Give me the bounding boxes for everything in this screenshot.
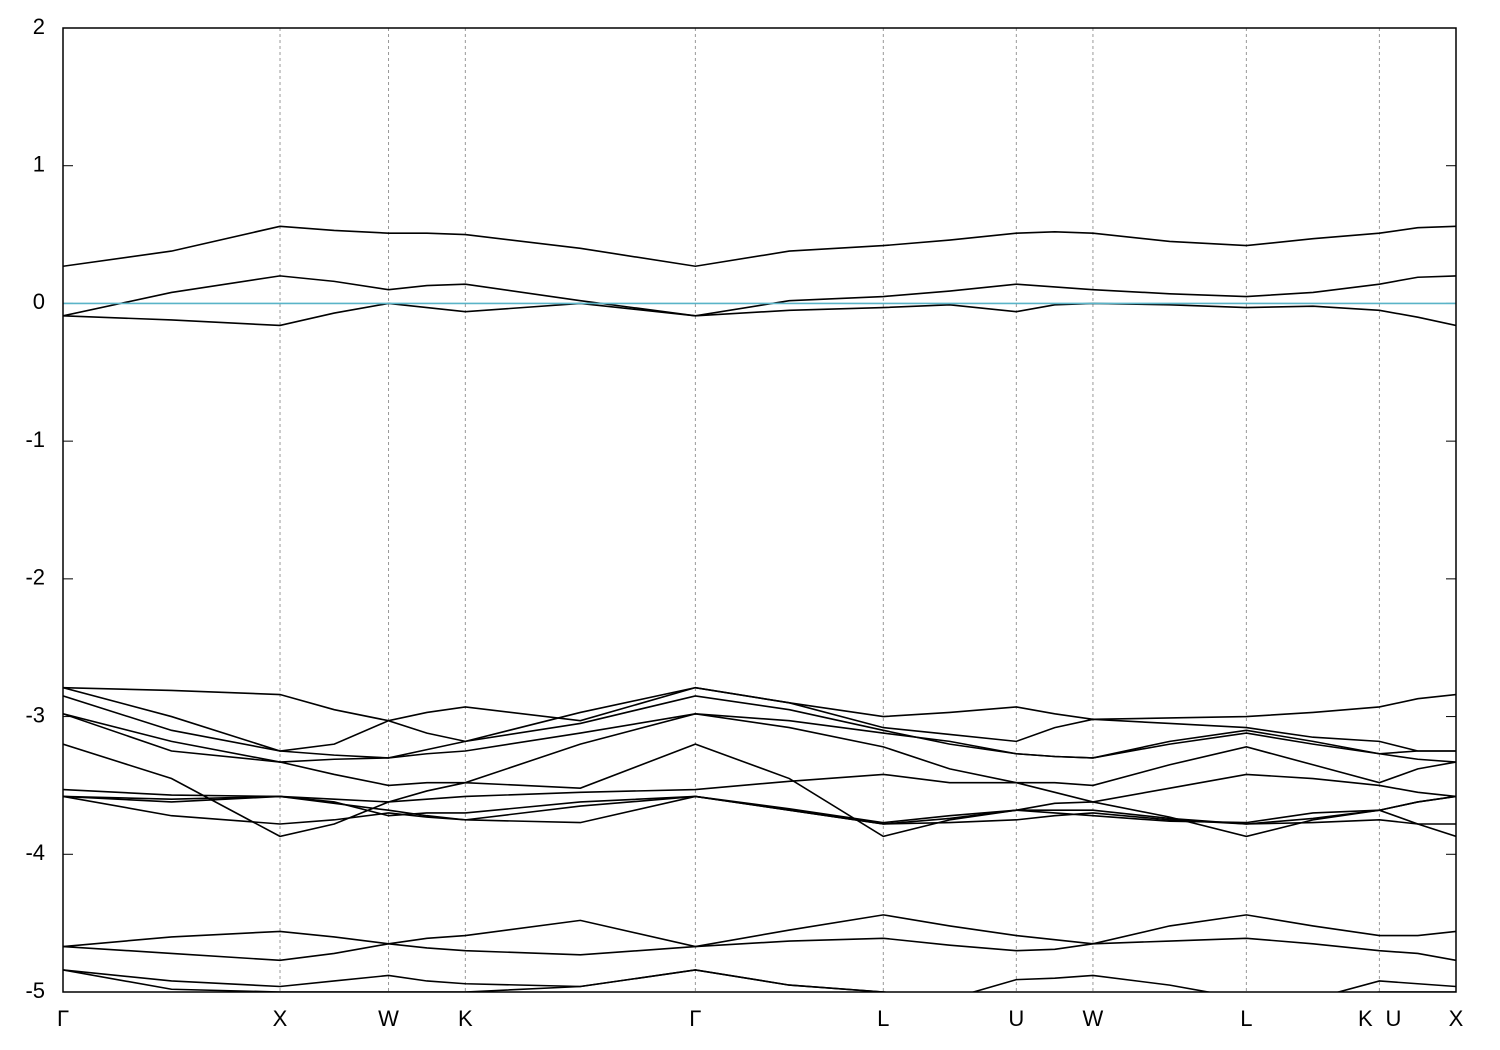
y-tick-label: -2 <box>25 565 45 590</box>
band-line <box>63 795 1456 824</box>
band-line <box>63 795 1456 825</box>
x-tick-label: Γ <box>689 1006 701 1031</box>
y-tick-label: 1 <box>33 152 45 177</box>
y-tick-label: -3 <box>25 702 45 727</box>
band-line <box>63 773 1456 803</box>
x-tick-label: U <box>1008 1006 1024 1031</box>
band-line <box>63 302 1456 327</box>
band-line <box>63 743 1456 838</box>
band-line <box>63 937 1456 962</box>
x-tick-label: K <box>1358 1006 1373 1031</box>
x-tick-label: W <box>378 1006 399 1031</box>
band-line <box>63 795 1456 825</box>
y-tick-label: -4 <box>25 840 45 865</box>
band-line <box>63 225 1456 268</box>
y-tick-label: 0 <box>33 289 45 314</box>
band-line <box>63 969 1456 992</box>
band-line <box>63 914 1456 948</box>
x-tick-label: X <box>273 1006 288 1031</box>
x-tick-label: U <box>1385 1006 1401 1031</box>
x-tick-label: K <box>458 1006 473 1031</box>
x-tick-label: X <box>1449 1006 1464 1031</box>
x-tick-label: Γ <box>57 1006 69 1031</box>
y-tick-label: -5 <box>25 978 45 1003</box>
x-tick-label: L <box>1240 1006 1252 1031</box>
y-tick-label: -1 <box>25 427 45 452</box>
band-line <box>63 969 1456 992</box>
grid-layer <box>63 27 1456 993</box>
band-line <box>63 695 1456 759</box>
band-line <box>63 713 1456 787</box>
band-line <box>63 713 1456 763</box>
band-line <box>63 686 1456 752</box>
x-tick-label: L <box>877 1006 889 1031</box>
plot-frame <box>62 27 1457 993</box>
y-tick-label: 2 <box>33 14 45 39</box>
lines-layer <box>63 225 1456 992</box>
x-tick-label: W <box>1083 1006 1104 1031</box>
band-line <box>63 275 1456 317</box>
band-line <box>63 686 1456 722</box>
